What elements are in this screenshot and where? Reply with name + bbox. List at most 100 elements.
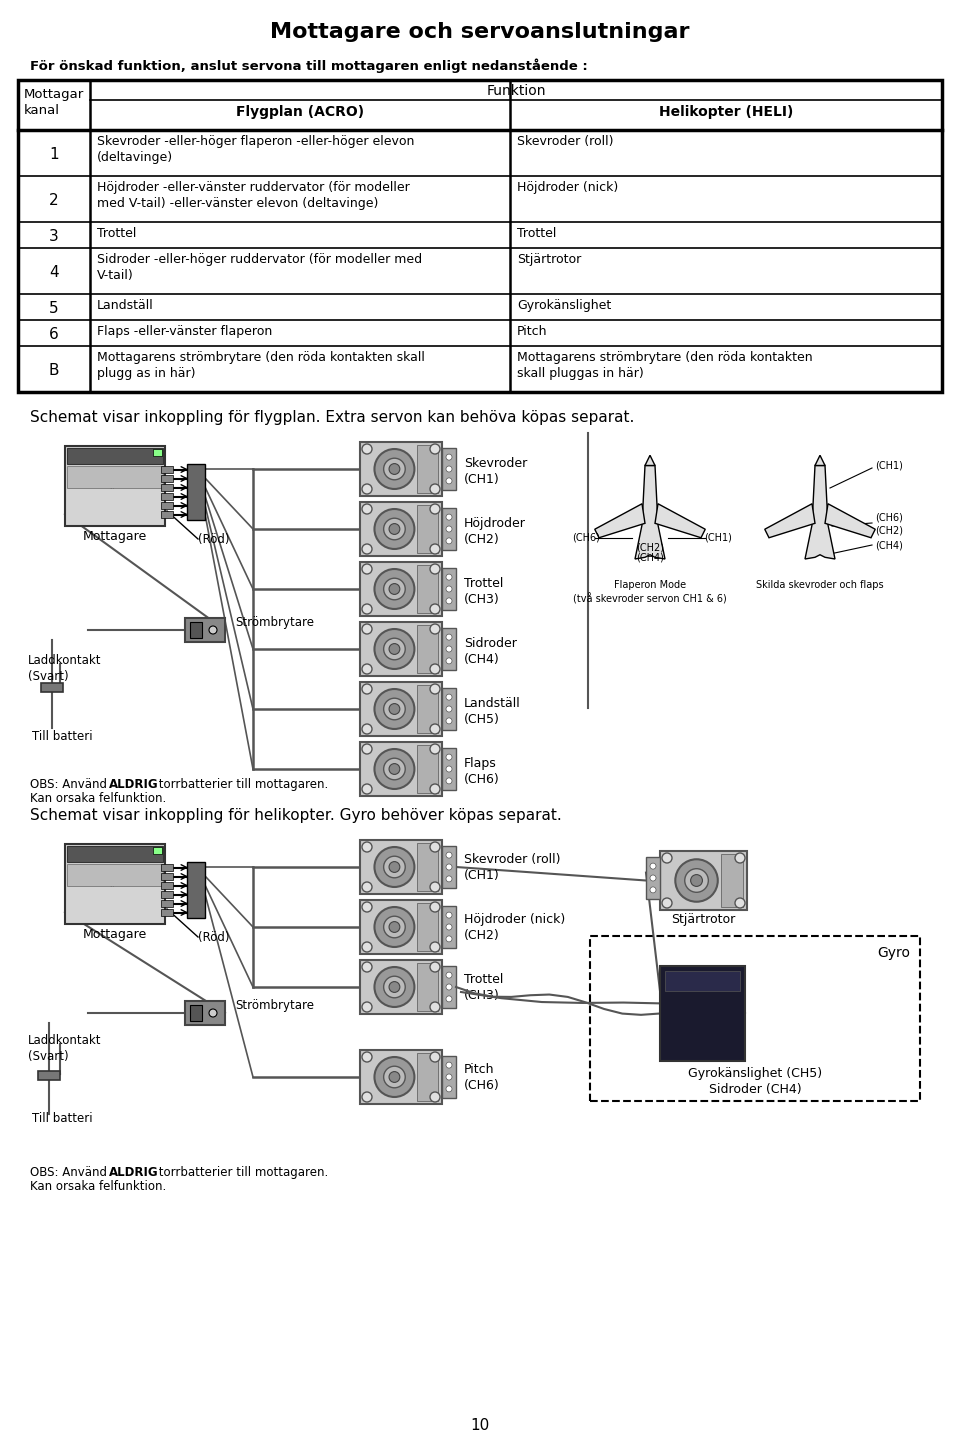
Circle shape xyxy=(430,784,440,794)
Bar xyxy=(161,475,173,482)
Text: Flaperon Mode
(två skevroder servon CH1 & 6): Flaperon Mode (två skevroder servon CH1 … xyxy=(573,580,727,604)
Circle shape xyxy=(389,862,399,872)
Circle shape xyxy=(362,544,372,554)
Bar xyxy=(67,466,163,488)
Text: GY401: GY401 xyxy=(685,975,720,983)
Circle shape xyxy=(430,902,440,913)
Circle shape xyxy=(374,630,415,669)
Bar xyxy=(660,966,745,1061)
Bar xyxy=(721,853,743,907)
Circle shape xyxy=(446,695,452,700)
Circle shape xyxy=(446,996,452,1002)
Circle shape xyxy=(735,898,745,908)
Circle shape xyxy=(446,537,452,544)
Text: (Röd): (Röd) xyxy=(198,533,229,546)
Circle shape xyxy=(446,936,452,941)
Polygon shape xyxy=(595,504,645,537)
Circle shape xyxy=(446,924,452,930)
Circle shape xyxy=(389,464,399,475)
Text: Laddkontakt
(Svart): Laddkontakt (Svart) xyxy=(28,654,102,683)
Polygon shape xyxy=(635,465,665,559)
Circle shape xyxy=(384,976,405,998)
Text: Pitch
(CH6): Pitch (CH6) xyxy=(464,1063,500,1092)
Text: (CH4): (CH4) xyxy=(875,540,902,550)
Text: Trottel
(CH3): Trottel (CH3) xyxy=(464,578,503,606)
Bar xyxy=(18,79,942,391)
Circle shape xyxy=(446,706,452,712)
Circle shape xyxy=(384,578,405,599)
Text: Höjdroder -eller-vänster ruddervator (för modeller
med V-tail) -eller-vänster el: Höjdroder -eller-vänster ruddervator (fö… xyxy=(97,180,410,209)
Text: torrbatterier till mottagaren.: torrbatterier till mottagaren. xyxy=(155,778,328,791)
Bar xyxy=(418,902,438,952)
Circle shape xyxy=(389,644,399,654)
Circle shape xyxy=(374,569,415,609)
Circle shape xyxy=(446,575,452,580)
Text: FASST: FASST xyxy=(93,866,121,875)
Text: Höjdroder
(CH2): Höjdroder (CH2) xyxy=(464,517,526,546)
Circle shape xyxy=(362,604,372,614)
Text: Stjärtrotor: Stjärtrotor xyxy=(671,913,735,926)
Text: R606FS: R606FS xyxy=(102,456,129,462)
Text: Flygplan (ACRO): Flygplan (ACRO) xyxy=(236,105,364,118)
Text: Schemat visar inkoppling för flygplan. Extra servon kan behöva köpas separat.: Schemat visar inkoppling för flygplan. E… xyxy=(30,410,635,425)
Bar xyxy=(418,745,438,793)
Polygon shape xyxy=(825,504,876,537)
Bar xyxy=(360,442,442,495)
Bar xyxy=(161,864,173,871)
Bar xyxy=(38,1071,60,1080)
Circle shape xyxy=(374,749,415,788)
Circle shape xyxy=(362,941,372,952)
Bar xyxy=(442,966,456,1008)
Text: GYRO: GYRO xyxy=(693,983,712,989)
Bar xyxy=(41,683,63,692)
Bar xyxy=(442,1057,456,1097)
Circle shape xyxy=(384,856,405,878)
Text: (CH4): (CH4) xyxy=(636,553,664,563)
Text: Skevroder (roll)
(CH1): Skevroder (roll) (CH1) xyxy=(464,853,561,882)
Circle shape xyxy=(209,1009,217,1017)
Circle shape xyxy=(389,921,399,933)
Bar xyxy=(442,907,456,947)
Bar xyxy=(185,618,225,643)
Bar xyxy=(187,464,205,520)
Text: Flaps -eller-vänster flaperon: Flaps -eller-vänster flaperon xyxy=(97,325,273,338)
Circle shape xyxy=(384,915,405,937)
Text: 5: 5 xyxy=(49,300,59,316)
Text: Trottel: Trottel xyxy=(97,227,136,240)
Bar xyxy=(360,960,442,1014)
Circle shape xyxy=(662,853,672,864)
Bar xyxy=(660,851,747,910)
Circle shape xyxy=(430,504,440,514)
Bar xyxy=(185,1001,225,1025)
Text: ALDRIG: ALDRIG xyxy=(109,1165,158,1178)
Bar xyxy=(161,900,173,907)
Bar xyxy=(360,562,442,617)
Text: Landställ
(CH5): Landställ (CH5) xyxy=(464,697,520,726)
Circle shape xyxy=(362,1002,372,1012)
Text: (Röd): (Röd) xyxy=(198,931,229,944)
Circle shape xyxy=(362,443,372,453)
Text: FASST: FASST xyxy=(93,468,121,477)
Bar xyxy=(360,742,442,796)
Circle shape xyxy=(446,754,452,760)
Text: Flaps
(CH6): Flaps (CH6) xyxy=(464,757,500,786)
Circle shape xyxy=(446,634,452,640)
Circle shape xyxy=(362,962,372,972)
Text: Strömbrytare: Strömbrytare xyxy=(235,617,314,630)
Circle shape xyxy=(374,907,415,947)
Bar xyxy=(65,446,165,526)
Polygon shape xyxy=(765,504,815,537)
Polygon shape xyxy=(645,455,655,465)
Bar xyxy=(590,936,920,1100)
Circle shape xyxy=(374,1057,415,1097)
Bar xyxy=(442,748,456,790)
Circle shape xyxy=(384,458,405,479)
Circle shape xyxy=(389,583,399,595)
Circle shape xyxy=(430,443,440,453)
Text: Kan orsaka felfunktion.: Kan orsaka felfunktion. xyxy=(30,1180,166,1193)
Circle shape xyxy=(662,898,672,908)
Circle shape xyxy=(446,658,452,664)
Circle shape xyxy=(384,758,405,780)
Circle shape xyxy=(362,784,372,794)
Bar xyxy=(65,843,165,924)
